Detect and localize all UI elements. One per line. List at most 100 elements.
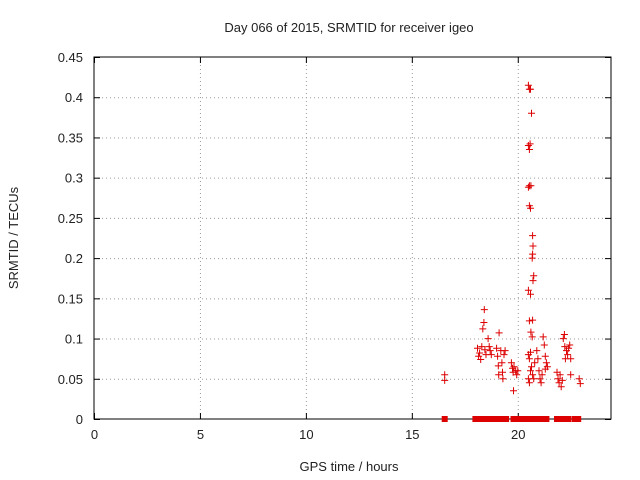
y-tick-label: 0.05 <box>58 372 83 387</box>
data-point <box>524 286 532 294</box>
data-point <box>476 349 484 357</box>
data-point <box>478 343 486 351</box>
y-tick-label: 0.35 <box>58 130 83 145</box>
data-point <box>534 355 542 363</box>
data-point <box>575 375 583 383</box>
zero-data-point <box>575 416 582 422</box>
data-point <box>560 331 568 338</box>
data-point <box>528 333 536 341</box>
data-point <box>527 328 535 336</box>
data-point <box>564 351 572 359</box>
data-point <box>527 204 534 212</box>
data-point <box>485 343 493 351</box>
x-tick-labels: 0 5 10 15 20 <box>91 427 526 442</box>
data-point <box>507 359 515 367</box>
data-point <box>481 346 489 354</box>
y-tick-label: 0 <box>76 412 83 427</box>
data-point <box>566 341 574 349</box>
zero-data-point <box>572 416 578 422</box>
data-point <box>480 306 488 314</box>
data-point <box>525 146 533 153</box>
zero-data-point <box>476 416 483 422</box>
data-point <box>535 367 543 375</box>
x-tick-label: 15 <box>405 427 419 442</box>
data-point <box>510 387 517 395</box>
data-point <box>543 363 551 371</box>
data-point <box>498 359 506 367</box>
data-point <box>525 355 533 363</box>
zero-data-point <box>485 416 492 422</box>
x-tick-label: 20 <box>511 427 525 442</box>
data-point <box>561 343 569 351</box>
data-point <box>531 359 539 367</box>
data-point <box>537 379 545 387</box>
zero-data-point <box>526 416 533 422</box>
y-tick-label: 0.25 <box>58 211 83 226</box>
zero-data-point <box>513 416 520 422</box>
data-point <box>556 371 564 379</box>
data-point <box>514 367 522 375</box>
x-tick-label: 5 <box>197 427 204 442</box>
data-point <box>487 351 495 359</box>
data-point <box>529 316 537 324</box>
data-point <box>540 341 548 349</box>
y-tick-label: 0.1 <box>65 332 83 347</box>
data-point <box>525 379 533 387</box>
data-point <box>539 333 547 341</box>
data-point <box>527 367 534 375</box>
data-point <box>493 344 501 352</box>
data-point <box>526 140 534 148</box>
data-point <box>495 329 503 337</box>
zero-data-point <box>489 416 496 422</box>
data-point <box>528 363 535 371</box>
y-axis-label: SRMTID / TECUs <box>6 186 21 289</box>
data-point <box>538 371 546 379</box>
data-point <box>527 290 534 298</box>
y-tick-label: 0.3 <box>65 171 83 186</box>
data-point <box>557 383 565 391</box>
data-point <box>524 142 532 149</box>
gridlines <box>94 57 611 419</box>
data-point <box>527 85 534 93</box>
data-point <box>559 335 567 343</box>
data-point <box>500 351 508 359</box>
zero-data-point <box>540 416 547 422</box>
zero-data-point <box>495 416 502 422</box>
zero-data-point <box>558 416 565 422</box>
zero-data-point <box>523 416 530 422</box>
data-point <box>576 380 584 388</box>
zero-data-point <box>562 416 569 422</box>
data-point <box>480 319 488 326</box>
x-axis-label: GPS time / hours <box>300 459 399 474</box>
data-point <box>510 363 518 371</box>
zero-data-point <box>441 416 448 422</box>
zero-data-point <box>499 416 506 422</box>
data-point <box>486 347 494 355</box>
data-point <box>524 81 532 89</box>
data-point <box>529 371 537 379</box>
data-point <box>441 376 449 384</box>
data-point <box>525 317 533 325</box>
data-point <box>567 371 575 379</box>
data-point <box>527 182 535 190</box>
data-point <box>479 325 487 333</box>
y-tick-labels: 0 0.05 0.1 0.15 0.2 0.25 0.3 0.35 0.4 0.45 <box>58 50 83 427</box>
zero-data-point <box>537 416 543 422</box>
data-point <box>474 344 481 352</box>
data-points <box>441 81 584 422</box>
data-point <box>529 250 537 258</box>
zero-data-point <box>510 416 517 422</box>
data-point <box>528 109 535 117</box>
x-tick-label: 0 <box>91 427 98 442</box>
zero-data-point <box>503 416 510 422</box>
data-point <box>533 347 541 355</box>
zero-data-point <box>543 416 550 422</box>
data-point <box>529 242 537 250</box>
data-point <box>484 335 492 343</box>
data-point <box>536 375 544 383</box>
x-tick-label: 10 <box>299 427 313 442</box>
data-point <box>558 376 566 384</box>
data-point <box>513 371 521 379</box>
data-point <box>541 352 549 360</box>
